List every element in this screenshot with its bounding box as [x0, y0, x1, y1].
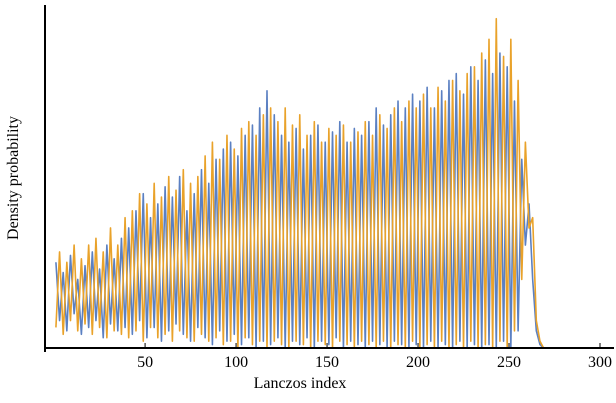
- x-tick-label: 150: [315, 354, 339, 371]
- x-tick-label: 200: [406, 354, 430, 371]
- x-tick-label: 100: [224, 354, 248, 371]
- x-tick-label: 300: [588, 354, 612, 371]
- series-line: [55, 52, 545, 349]
- series-line: [55, 17, 545, 349]
- x-tick-label: 250: [497, 354, 521, 371]
- x-tick-label: 50: [137, 354, 153, 371]
- y-axis-label: Density probability: [5, 116, 22, 240]
- x-axis-label: Lanczos index: [254, 375, 347, 392]
